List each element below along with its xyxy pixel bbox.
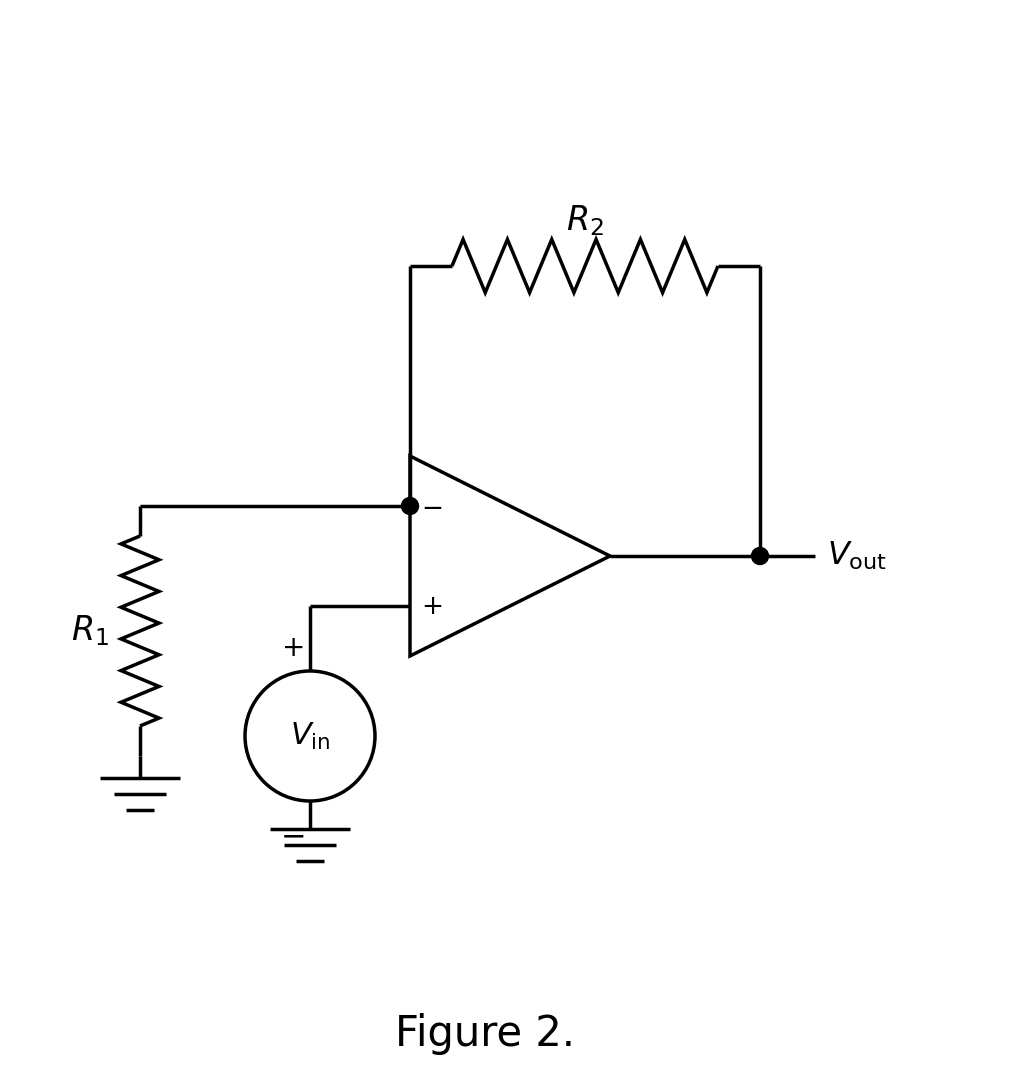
Text: $R_1$: $R_1$ bbox=[71, 614, 109, 648]
Text: $-$: $-$ bbox=[280, 821, 304, 851]
Circle shape bbox=[751, 547, 769, 565]
Text: $+$: $+$ bbox=[281, 635, 303, 662]
Text: $R_2$: $R_2$ bbox=[566, 204, 604, 238]
Text: $V_\mathrm{in}$: $V_\mathrm{in}$ bbox=[290, 720, 330, 752]
Text: $V_\mathrm{out}$: $V_\mathrm{out}$ bbox=[827, 540, 887, 572]
Text: Figure 2.: Figure 2. bbox=[395, 1013, 575, 1055]
Text: $-$: $-$ bbox=[421, 493, 442, 518]
Text: $+$: $+$ bbox=[421, 594, 442, 619]
Circle shape bbox=[402, 497, 418, 515]
